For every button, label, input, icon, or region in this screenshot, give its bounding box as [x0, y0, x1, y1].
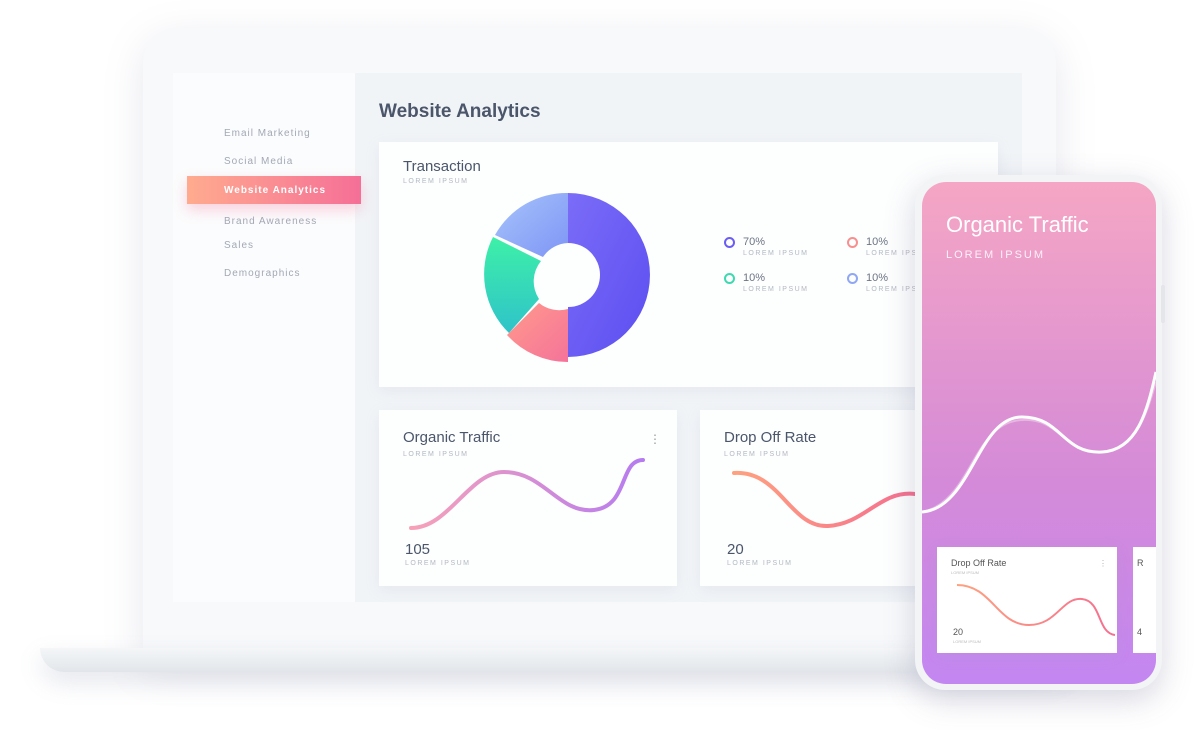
card-subtitle: LOREM IPSUM	[724, 451, 790, 458]
more-options-icon[interactable]: ⋮	[1099, 559, 1107, 568]
phone-side-button	[1161, 285, 1165, 323]
sidebar-item-website-analytics[interactable]: Website Analytics	[187, 176, 361, 204]
card-title: Drop Off Rate	[724, 429, 817, 446]
legend-dot-icon	[847, 273, 858, 284]
legend-value: 10%	[743, 272, 766, 284]
transaction-card: Transaction LOREM IPSUM 70% LOREM IPSUM …	[379, 142, 998, 387]
organic-traffic-card: Organic Traffic LOREM IPSUM ⋮ 105 LOREM …	[379, 410, 677, 586]
card-title: Drop Off Rate	[951, 558, 1007, 568]
sidebar-item-brand-awareness[interactable]: Brand Awareness	[224, 216, 318, 227]
legend-label: LOREM IPSUM	[866, 286, 932, 293]
phone-traffic-line	[922, 371, 1156, 514]
organic-traffic-line	[409, 458, 645, 530]
donut-chart	[484, 192, 650, 363]
legend-label: LOREM IPSUM	[743, 250, 809, 257]
sidebar-item-social-media[interactable]: Social Media	[224, 156, 294, 167]
legend-dot-icon	[847, 237, 858, 248]
phone-subtitle: LOREM IPSUM	[946, 249, 1046, 261]
card-subtitle: LOREM IPSUM	[403, 178, 469, 185]
legend-value: 10%	[866, 272, 889, 284]
legend-value: 10%	[866, 236, 889, 248]
drop-off-line	[956, 584, 1116, 636]
card-value: 20	[727, 541, 744, 558]
sidebar-item-demographics[interactable]: Demographics	[224, 268, 301, 279]
card-value-label: LOREM IPSUM	[727, 560, 793, 567]
card-title: Organic Traffic	[403, 429, 501, 446]
phone-title: Organic Traffic	[946, 212, 1089, 237]
drop-off-line	[732, 470, 917, 529]
legend-label: LOREM IPSUM	[743, 286, 809, 293]
page-title: Website Analytics	[379, 101, 541, 122]
sidebar-item-email-marketing[interactable]: Email Marketing	[224, 128, 311, 139]
card-value: 105	[405, 541, 431, 558]
phone-second-card: R 4	[1133, 547, 1156, 653]
card-value-label: LOREM IPSUM	[405, 560, 471, 567]
card-title: R	[1137, 558, 1144, 568]
legend-dot-icon	[724, 273, 735, 284]
legend-value: 70%	[743, 236, 766, 248]
sidebar-item-sales[interactable]: Sales	[224, 240, 255, 251]
donut-segment	[495, 192, 568, 257]
donut-segment	[568, 193, 650, 357]
donut-segment	[484, 237, 541, 333]
phone-screen: Organic Traffic LOREM IPSUM Drop Off Rat…	[922, 182, 1156, 684]
legend-dot-icon	[724, 237, 735, 248]
card-subtitle: LOREM IPSUM	[951, 570, 980, 575]
sidebar-item-label: Website Analytics	[224, 185, 327, 196]
more-options-icon[interactable]: ⋮	[649, 432, 661, 446]
laptop-base	[40, 648, 1080, 672]
phone-drop-off-card: Drop Off Rate LOREM IPSUM ⋮ 20 LOREM IPS…	[937, 547, 1117, 653]
card-title: Transaction	[403, 158, 481, 175]
sidebar	[173, 73, 355, 602]
card-value-label: LOREM IPSUM	[953, 639, 982, 644]
donut-segment	[507, 303, 568, 363]
card-value: 20	[953, 627, 964, 637]
card-value: 4	[1137, 627, 1143, 637]
card-subtitle: LOREM IPSUM	[403, 451, 469, 458]
legend-label: LOREM IPSUM	[866, 250, 932, 257]
